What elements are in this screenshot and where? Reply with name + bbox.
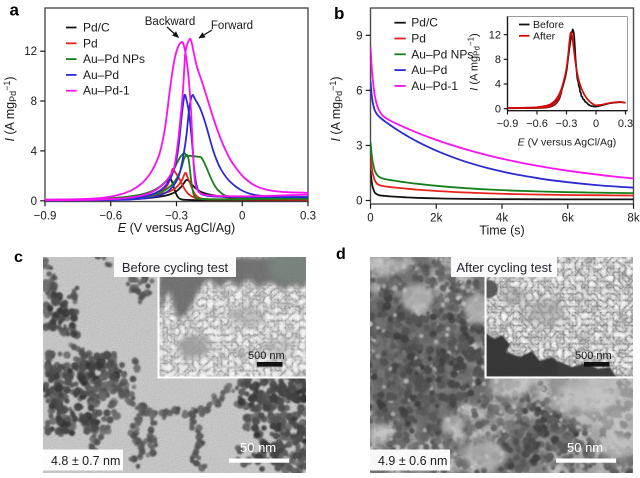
svg-text:50 nm: 50 nm — [567, 440, 603, 455]
svg-text:4.8 ± 0.7 nm: 4.8 ± 0.7 nm — [51, 454, 120, 468]
svg-text:9: 9 — [356, 30, 362, 42]
svg-text:6k: 6k — [562, 213, 574, 225]
svg-text:0: 0 — [495, 103, 501, 115]
svg-text:Before: Before — [533, 19, 564, 31]
svg-text:50 nm: 50 nm — [240, 440, 276, 455]
svg-text:8: 8 — [495, 54, 501, 66]
svg-text:0.3: 0.3 — [300, 211, 316, 223]
svg-text:b: b — [334, 4, 344, 23]
svg-text:4.9 ± 0.6 nm: 4.9 ± 0.6 nm — [378, 454, 447, 468]
svg-text:12: 12 — [24, 46, 37, 58]
svg-text:Au–Pd NPs: Au–Pd NPs — [83, 52, 145, 66]
svg-text:Au–Pd NPs: Au–Pd NPs — [411, 47, 473, 61]
svg-text:Pd: Pd — [83, 36, 98, 50]
svg-text:0: 0 — [31, 196, 37, 208]
svg-text:−0.3: −0.3 — [165, 211, 188, 223]
svg-text:3: 3 — [356, 140, 362, 152]
svg-text:Forward: Forward — [211, 20, 253, 32]
svg-text:a: a — [10, 1, 20, 20]
svg-text:−0.9: −0.9 — [497, 118, 519, 130]
svg-text:4k: 4k — [496, 213, 508, 225]
svg-text:2k: 2k — [430, 213, 442, 225]
svg-text:E (V versus AgCl/Ag): E (V versus AgCl/Ag) — [518, 137, 617, 149]
svg-text:Pd/C: Pd/C — [83, 21, 110, 35]
svg-text:I (A mgPd−1): I (A mgPd−1) — [467, 33, 482, 90]
svg-text:Backward: Backward — [145, 16, 196, 28]
svg-text:0: 0 — [239, 211, 245, 223]
svg-text:After: After — [533, 30, 556, 42]
svg-text:8: 8 — [31, 96, 37, 108]
svg-text:Au–Pd-1: Au–Pd-1 — [411, 79, 458, 93]
svg-text:500 nm: 500 nm — [248, 350, 285, 362]
svg-text:0: 0 — [593, 118, 599, 130]
svg-text:8k: 8k — [627, 213, 639, 225]
svg-text:−0.3: −0.3 — [556, 118, 578, 130]
svg-text:12: 12 — [489, 29, 501, 41]
svg-text:0.3: 0.3 — [618, 118, 633, 130]
svg-text:Time (s): Time (s) — [479, 224, 524, 238]
svg-text:500 nm: 500 nm — [575, 350, 612, 362]
svg-text:Au–Pd-1: Au–Pd-1 — [83, 84, 130, 98]
svg-text:Au–Pd: Au–Pd — [411, 63, 447, 77]
svg-text:Pd: Pd — [411, 32, 426, 46]
svg-text:−0.6: −0.6 — [99, 211, 122, 223]
svg-text:I (A mgPd−1): I (A mgPd−1) — [2, 76, 18, 141]
svg-text:Au–Pd: Au–Pd — [83, 68, 119, 82]
svg-text:I (A mgPd−1): I (A mgPd−1) — [328, 76, 344, 141]
svg-text:4: 4 — [31, 146, 38, 158]
svg-text:6: 6 — [356, 85, 362, 97]
svg-text:E (V versus AgCl/Ag): E (V versus AgCl/Ag) — [118, 221, 235, 235]
svg-text:0: 0 — [367, 213, 373, 225]
svg-text:Pd/C: Pd/C — [411, 16, 438, 30]
svg-text:−0.9: −0.9 — [34, 211, 57, 223]
svg-text:4: 4 — [495, 79, 501, 91]
svg-text:0: 0 — [356, 196, 362, 208]
svg-text:−0.6: −0.6 — [526, 118, 548, 130]
